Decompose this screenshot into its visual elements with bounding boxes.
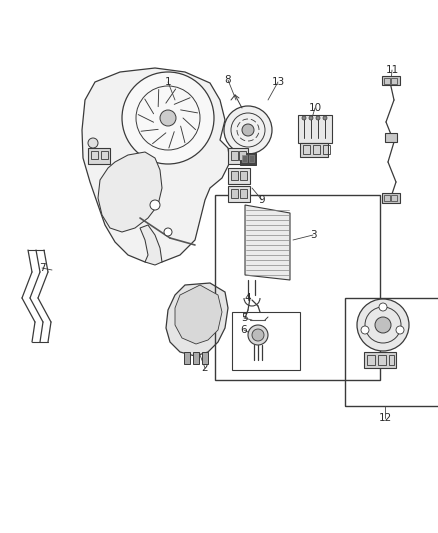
Circle shape: [150, 200, 160, 210]
Text: 1: 1: [165, 77, 171, 87]
Bar: [249, 155, 254, 162]
Circle shape: [224, 106, 272, 154]
Bar: [382, 193, 400, 203]
Circle shape: [357, 299, 409, 351]
Text: 8: 8: [225, 75, 231, 85]
Bar: [228, 148, 248, 164]
Text: 13: 13: [272, 77, 285, 87]
Bar: [313, 145, 320, 154]
Bar: [240, 189, 247, 198]
Bar: [384, 195, 390, 201]
Circle shape: [323, 116, 327, 120]
Bar: [298, 115, 332, 143]
Circle shape: [164, 228, 172, 236]
Text: 9: 9: [259, 195, 265, 205]
Text: 4: 4: [245, 293, 251, 303]
Polygon shape: [82, 68, 230, 262]
Circle shape: [242, 124, 254, 136]
Bar: [215, 195, 380, 380]
Text: 11: 11: [385, 65, 399, 75]
Bar: [242, 155, 247, 162]
Text: 6: 6: [241, 325, 247, 335]
Bar: [231, 151, 238, 160]
Bar: [385, 133, 397, 142]
Bar: [391, 195, 397, 201]
Text: 3: 3: [310, 230, 316, 240]
Bar: [193, 352, 199, 364]
Polygon shape: [175, 285, 222, 344]
Bar: [228, 186, 250, 202]
Bar: [232, 312, 300, 370]
Polygon shape: [245, 205, 290, 280]
Circle shape: [248, 325, 268, 345]
Bar: [382, 76, 400, 85]
Circle shape: [379, 303, 387, 311]
Circle shape: [309, 116, 313, 120]
Circle shape: [160, 110, 176, 126]
Bar: [202, 352, 208, 364]
Bar: [367, 355, 375, 365]
Circle shape: [375, 317, 391, 333]
Bar: [240, 171, 247, 180]
Bar: [228, 168, 250, 184]
Bar: [91, 151, 98, 159]
Circle shape: [361, 326, 369, 334]
Bar: [391, 78, 397, 84]
Bar: [239, 151, 246, 160]
Text: 7: 7: [39, 263, 45, 273]
Bar: [378, 355, 386, 365]
Circle shape: [88, 138, 98, 148]
Bar: [300, 143, 328, 157]
Bar: [323, 145, 330, 154]
Text: 5: 5: [241, 313, 247, 323]
Bar: [231, 189, 238, 198]
Polygon shape: [98, 152, 162, 232]
Bar: [389, 355, 394, 365]
Circle shape: [302, 116, 306, 120]
Circle shape: [122, 72, 214, 164]
Text: 12: 12: [378, 413, 392, 423]
Bar: [303, 145, 310, 154]
Circle shape: [252, 329, 264, 341]
Bar: [240, 153, 256, 165]
Bar: [364, 352, 396, 368]
Polygon shape: [166, 283, 228, 356]
Bar: [101, 151, 108, 159]
Bar: [184, 352, 190, 364]
Bar: [345, 298, 438, 406]
Bar: [384, 78, 390, 84]
Text: 2: 2: [201, 363, 208, 373]
Circle shape: [396, 326, 404, 334]
Text: 10: 10: [308, 103, 321, 113]
Polygon shape: [140, 225, 162, 265]
Circle shape: [316, 116, 320, 120]
Bar: [88, 148, 110, 164]
Bar: [231, 171, 238, 180]
